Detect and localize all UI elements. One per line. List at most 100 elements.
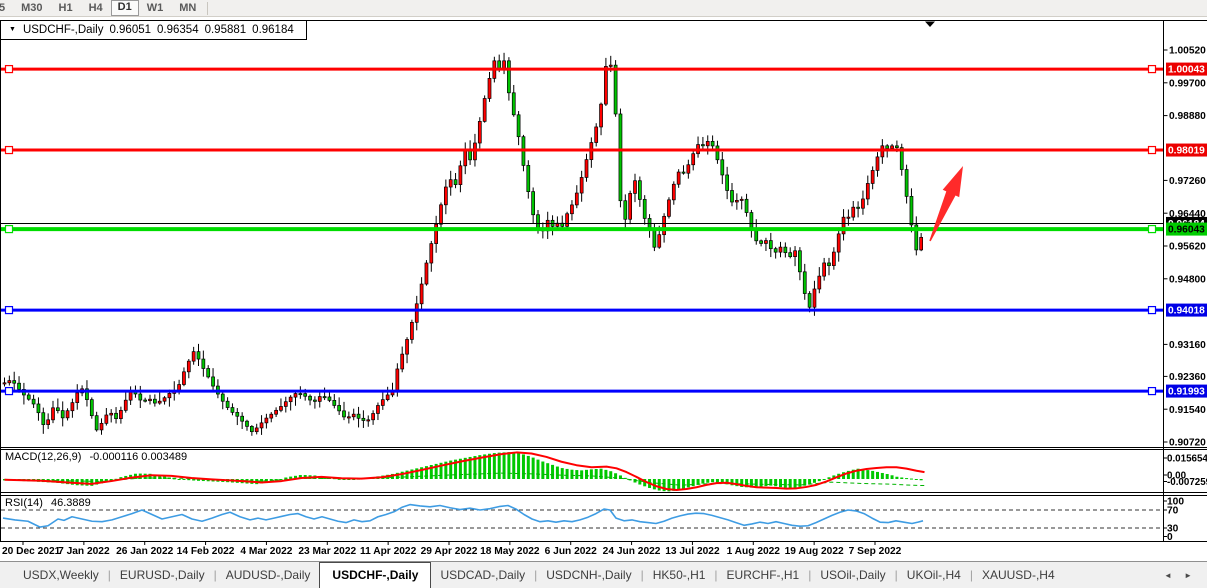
macd-histogram-bar — [604, 469, 608, 479]
timeframe-button-d1[interactable]: D1 — [110, 0, 139, 16]
candle-down — [507, 60, 511, 94]
candle-up — [584, 159, 589, 178]
candle-up — [822, 262, 827, 277]
tab-separator: | — [640, 568, 644, 582]
candle-down — [206, 368, 211, 378]
tab-separator: | — [894, 568, 898, 582]
macd-histogram-bar — [783, 479, 787, 488]
macd-scale-label: 0.00 — [1167, 470, 1187, 481]
candle-up — [793, 250, 797, 258]
candle-up — [405, 339, 409, 355]
candle-down — [308, 395, 312, 401]
chart-tab-ukoil[interactable]: UKOil-,H4 — [906, 568, 961, 582]
chart-tab-eurusd[interactable]: EURUSD-,Daily — [119, 568, 205, 582]
timeframe-button-h4[interactable]: H4 — [88, 1, 103, 14]
macd-histogram-bar — [555, 466, 559, 479]
chart-tab-usoil[interactable]: USOil-,Daily — [820, 568, 886, 582]
line-handle[interactable] — [4, 305, 14, 315]
candle-up — [376, 405, 380, 414]
price-axis: 1.00520 0.99700 0.98880 0.97260 0.96440 0.956… — [1163, 46, 1207, 543]
macd-histogram-bar — [900, 477, 904, 479]
macd-scale-label: -0.007259 — [1167, 477, 1207, 488]
line-handle[interactable] — [1147, 386, 1157, 396]
candle-up — [51, 407, 55, 421]
chart-tab-usdx[interactable]: USDX,Weekly — [23, 568, 99, 582]
line-handle[interactable] — [4, 224, 14, 234]
candle-down — [26, 394, 31, 400]
chart-tab-usdcnh[interactable]: USDCNH-,Daily — [546, 568, 632, 582]
candle-up — [836, 233, 841, 253]
candle-down — [235, 412, 240, 417]
candle-down — [798, 250, 802, 273]
tab-scroll-arrows[interactable]: ◄ ► — [1163, 571, 1197, 580]
macd-panel — [3, 451, 925, 492]
candle-down — [710, 141, 715, 147]
candle-up — [502, 60, 506, 69]
macd-histogram-bar — [206, 479, 210, 482]
line-handle[interactable] — [4, 64, 14, 74]
macd-histogram-bar — [420, 467, 424, 479]
candle-down — [337, 405, 341, 412]
price-tags-layer: 1.000430.980190.961840.960430.940180.919… — [1166, 62, 1207, 398]
candles-layer — [2, 52, 924, 436]
candle-down — [60, 410, 65, 419]
macd-histogram-bar — [497, 452, 501, 479]
candle-up — [565, 213, 569, 227]
chart-tab-hk50[interactable]: HK50-,H1 — [652, 568, 706, 582]
macd-histogram-bar — [167, 477, 171, 479]
chart-tab-audusd[interactable]: AUDUSD-,Daily — [225, 568, 311, 582]
line-handle[interactable] — [1147, 64, 1157, 74]
candle-down — [220, 393, 225, 402]
macd-histogram-bar — [158, 475, 162, 479]
candle-down — [759, 240, 763, 244]
candle-down — [245, 420, 249, 427]
trend-arrow[interactable] — [929, 166, 963, 242]
candle-down — [114, 412, 118, 420]
chart-tab-eurchf[interactable]: EURCHF-,H1 — [726, 568, 800, 582]
macd-histogram-bar — [434, 463, 438, 479]
line-handle[interactable] — [1147, 224, 1157, 234]
line-handle[interactable] — [4, 386, 14, 396]
timeframe-button-5[interactable]: 5 — [0, 1, 6, 14]
tab-separator: | — [969, 568, 973, 582]
candle-up — [371, 413, 375, 421]
candle-up — [123, 399, 128, 411]
macd-histogram-bar — [483, 454, 487, 479]
candle-up — [347, 416, 351, 419]
timeframe-button-w1[interactable]: W1 — [146, 1, 164, 14]
macd-histogram-bar — [512, 452, 516, 479]
line-handle[interactable] — [4, 145, 14, 155]
candle-down — [356, 413, 361, 419]
candle-down — [652, 228, 657, 248]
macd-histogram-bar — [546, 463, 550, 479]
candle-up — [259, 422, 264, 429]
chart-tab-usdchf[interactable]: USDCHF-,Daily — [319, 562, 432, 588]
candle-up — [414, 303, 419, 323]
candle-up — [380, 399, 385, 406]
timeframe-button-h1[interactable]: H1 — [58, 1, 73, 14]
chart-tab-xauusd[interactable]: XAUUSD-,H4 — [981, 568, 1055, 582]
candle-down — [196, 351, 201, 360]
candle-down — [225, 400, 230, 408]
symbol-dropdown-icon[interactable]: ▼ — [9, 25, 16, 33]
candle-up — [628, 193, 633, 220]
price-axis-label: 0.97260 — [1169, 176, 1206, 187]
tab-separator: | — [808, 568, 812, 582]
macd-histogram-bar — [541, 461, 545, 479]
chart-tab-usdcad[interactable]: USDCAD-,Daily — [440, 568, 526, 582]
macd-histogram-bar — [575, 470, 579, 479]
tab-separator: | — [714, 568, 718, 582]
macd-histogram-bar — [492, 453, 496, 479]
timeframe-button-m30[interactable]: M30 — [21, 1, 43, 14]
candle-down — [725, 174, 730, 191]
chart-symbol-label: USDCHF-,Daily — [22, 24, 104, 36]
line-handle[interactable] — [1147, 145, 1157, 155]
rsi-panel — [1, 503, 1163, 529]
timeframe-button-mn[interactable]: MN — [179, 1, 197, 14]
macd-histogram-bar — [614, 473, 618, 479]
macd-histogram-bar — [715, 479, 719, 483]
time-axis-label: 4 Mar 2022 — [240, 546, 292, 557]
candle-up — [7, 380, 12, 384]
chart-title-box[interactable]: ▼ USDCHF-,Daily 0.96051 0.96354 0.95881 … — [1, 21, 307, 40]
line-handle[interactable] — [1147, 305, 1157, 315]
